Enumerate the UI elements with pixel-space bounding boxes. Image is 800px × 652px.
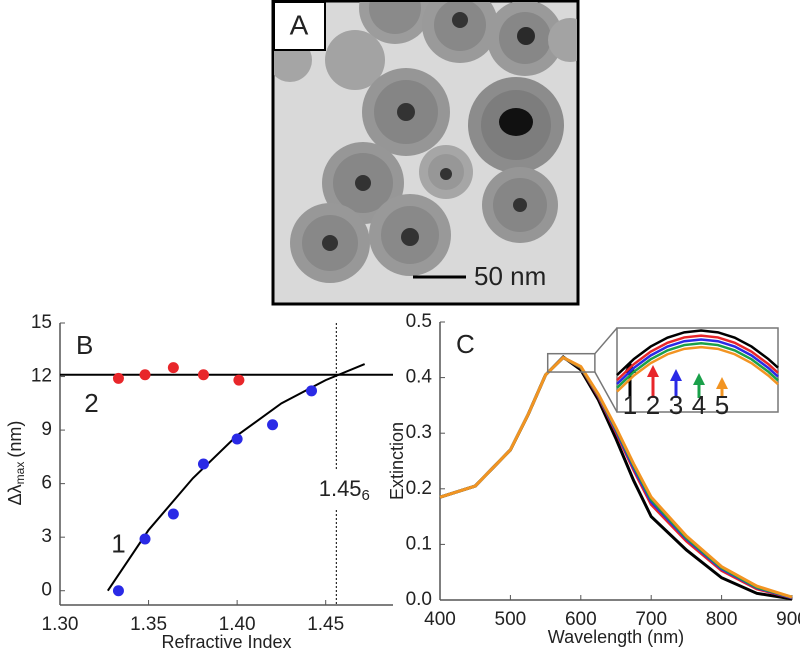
inset-line [616, 342, 779, 389]
panel-label: B [76, 330, 93, 360]
inset-series-label: 5 [715, 390, 729, 420]
y-tick-label: 9 [41, 419, 52, 440]
zoom-connector [594, 327, 618, 355]
x-tick-label: 900 [776, 609, 800, 630]
x-tick-label: 800 [706, 609, 738, 630]
y-tick-label: 0.4 [406, 367, 433, 388]
x-tick-label: 1.40 [219, 614, 256, 635]
reference-label: 1.456 [319, 476, 370, 504]
reference-label-main: 1.45 [319, 476, 362, 501]
tem-image: A 50 nm [271, 0, 580, 306]
inset-series-label: 4 [692, 390, 706, 420]
y-tick-label: 0 [41, 580, 52, 601]
x-tick-label: 1.45 [307, 614, 344, 635]
inset-series-label: 3 [669, 390, 683, 420]
y-axis-title: Δλmax (nm) [5, 421, 27, 506]
y-tick-label: 3 [41, 526, 52, 547]
inset-line [616, 338, 779, 385]
data-point [267, 419, 279, 431]
x-axis-title: Wavelength (nm) [548, 627, 684, 647]
particles [274, 2, 577, 283]
y-tick-label: 0.1 [406, 533, 432, 554]
inset-line [616, 345, 779, 393]
reference-label-sub: 6 [362, 487, 370, 504]
panel-label: A [290, 9, 309, 40]
x-tick-label: 1.30 [42, 614, 79, 635]
y-tick-label: 6 [41, 473, 52, 494]
x-tick-label: 500 [495, 609, 527, 630]
label-box [273, 1, 326, 51]
series-label: 1 [111, 529, 125, 559]
x-axis-title: Refractive Index [161, 632, 291, 652]
y-tick-label: 0.0 [406, 589, 432, 610]
data-point [112, 585, 124, 597]
inset-arrowhead [693, 373, 705, 385]
y-tick-label: 0.2 [406, 478, 432, 499]
data-point [167, 508, 179, 520]
y-title-sub: max [13, 462, 27, 485]
inset-line [616, 334, 779, 382]
data-point [167, 362, 179, 374]
zoom-box [546, 352, 596, 373]
scale-bar-label: 50 nm [474, 261, 546, 291]
y-tick-label: 12 [31, 366, 52, 387]
data-point [306, 385, 318, 397]
inset-arrowhead [647, 365, 659, 377]
inset-arrowhead [670, 369, 682, 381]
y-tick-label: 0.3 [406, 422, 432, 443]
data-point [197, 369, 209, 381]
data-point [139, 533, 151, 545]
panel-label: C [456, 329, 475, 359]
data-point [197, 458, 209, 470]
series-label: 2 [84, 388, 98, 418]
data-point [233, 374, 245, 386]
y-axis-title: Extinction [387, 422, 407, 500]
inset-arrowhead [716, 377, 728, 389]
data-point [112, 372, 124, 384]
data-point [139, 369, 151, 381]
data-point [231, 433, 243, 445]
y-tick-label: 0.5 [406, 311, 432, 332]
y-title-unit: (nm) [5, 421, 25, 458]
spectrum-line [439, 355, 793, 599]
x-tick-label: 600 [565, 609, 597, 630]
x-tick-label: 1.35 [130, 614, 167, 635]
inset-series-label: 2 [646, 390, 660, 420]
inset-line [616, 329, 779, 376]
x-tick-label: 700 [635, 609, 667, 630]
zoom-connector [594, 371, 618, 413]
inset-series-label: 1 [623, 390, 637, 420]
y-title-main: Δλ [5, 484, 25, 505]
x-tick-label: 400 [424, 609, 456, 630]
y-tick-label: 15 [31, 312, 52, 333]
